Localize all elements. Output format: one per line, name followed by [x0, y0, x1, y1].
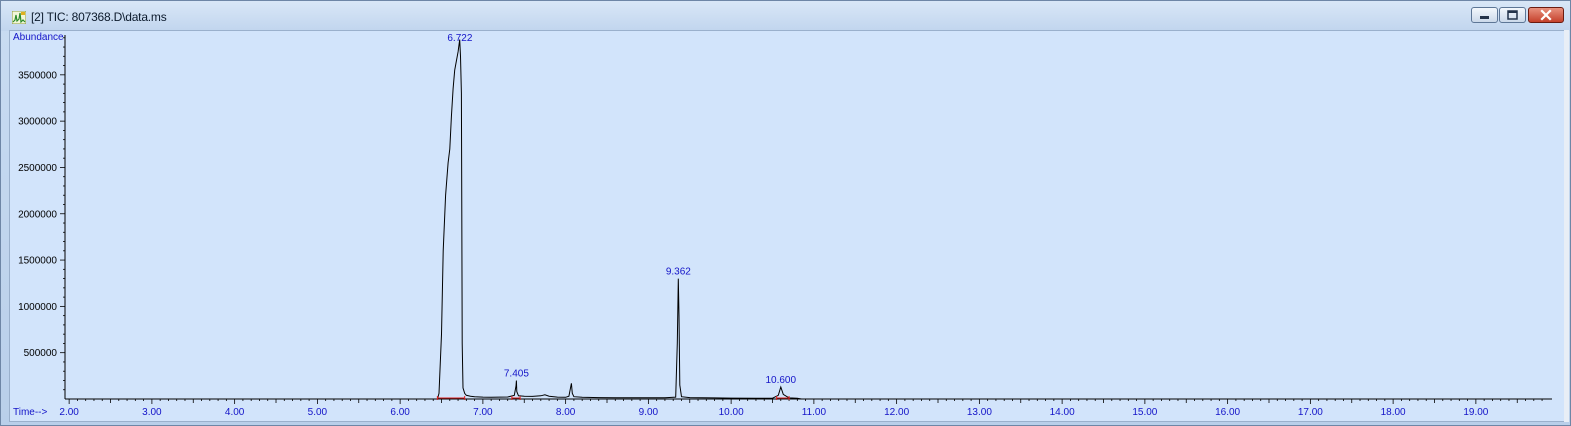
y-tick-label: 2000000 — [18, 209, 57, 220]
peak-label: 9.362 — [666, 267, 691, 278]
y-tick-label: 3000000 — [18, 117, 57, 128]
maximize-button[interactable] — [1499, 7, 1526, 23]
tic-trace-line — [436, 39, 802, 400]
x-tick-label: 4.00 — [225, 407, 245, 418]
peak-label: 7.405 — [504, 368, 529, 379]
x-tick-label: 13.00 — [967, 407, 992, 418]
x-tick-label: 7.00 — [473, 407, 493, 418]
x-tick-label: 8.00 — [556, 407, 576, 418]
chromatogram-app-icon — [12, 11, 26, 24]
x-tick-label: 2.00 — [59, 407, 79, 418]
peak-label: 10.600 — [765, 375, 796, 386]
y-axis-label: Abundance — [13, 32, 64, 43]
close-button[interactable] — [1528, 7, 1564, 23]
window-title: [2] TIC: 807368.D\data.ms — [31, 10, 167, 24]
window-right-edge — [1564, 30, 1569, 422]
baseline-markers — [436, 396, 790, 400]
maximize-icon — [1507, 10, 1518, 20]
peak-labels: 6.722 7.405 9.362 10.600 — [447, 33, 796, 386]
x-tick-label: 17.00 — [1298, 407, 1323, 418]
tic-chromatogram-chart: 2.00 3.00 4.00 5.00 6.00 7.00 8.00 9.00 10.00 11.… — [13, 32, 1552, 418]
x-tick-label: 14.00 — [1050, 407, 1075, 418]
x-tick-label: 10.00 — [719, 407, 744, 418]
x-tick-label: 5.00 — [308, 407, 328, 418]
y-tick-label: 3500000 — [18, 70, 57, 81]
x-tick-label: 3.00 — [142, 407, 162, 418]
y-tick-label: 1000000 — [18, 302, 57, 313]
title-bar[interactable]: [2] TIC: 807368.D\data.ms — [1, 1, 1570, 31]
y-tick-label: 500000 — [24, 348, 58, 359]
minimize-button[interactable] — [1471, 7, 1498, 23]
minimize-icon — [1480, 16, 1489, 19]
x-tick-label: 18.00 — [1381, 407, 1406, 418]
y-axis-ticks: 500000 1000000 1500000 2000000 2500000 300000… — [18, 37, 65, 391]
x-tick-label: 12.00 — [884, 407, 909, 418]
x-tick-label: 15.00 — [1132, 407, 1157, 418]
x-axis-label: Time--> — [13, 407, 48, 418]
x-tick-label: 16.00 — [1215, 407, 1240, 418]
tic-trace — [436, 39, 802, 400]
chart-axes — [64, 35, 1552, 400]
x-tick-label: 6.00 — [390, 407, 410, 418]
x-tick-label: 19.00 — [1463, 407, 1488, 418]
x-tick-label: 9.00 — [639, 407, 659, 418]
y-tick-label: 2500000 — [18, 163, 57, 174]
y-tick-label: 1500000 — [18, 256, 57, 267]
x-tick-label: 11.00 — [802, 407, 827, 418]
close-icon — [1540, 9, 1552, 21]
x-axis-ticks: 2.00 3.00 4.00 5.00 6.00 7.00 8.00 9.00 10.00 11.… — [59, 399, 1543, 418]
peak-label: 6.722 — [447, 33, 472, 44]
chromatogram-plot-area[interactable]: 2.00 3.00 4.00 5.00 6.00 7.00 8.00 9.00 10.00 11.… — [9, 30, 1565, 422]
